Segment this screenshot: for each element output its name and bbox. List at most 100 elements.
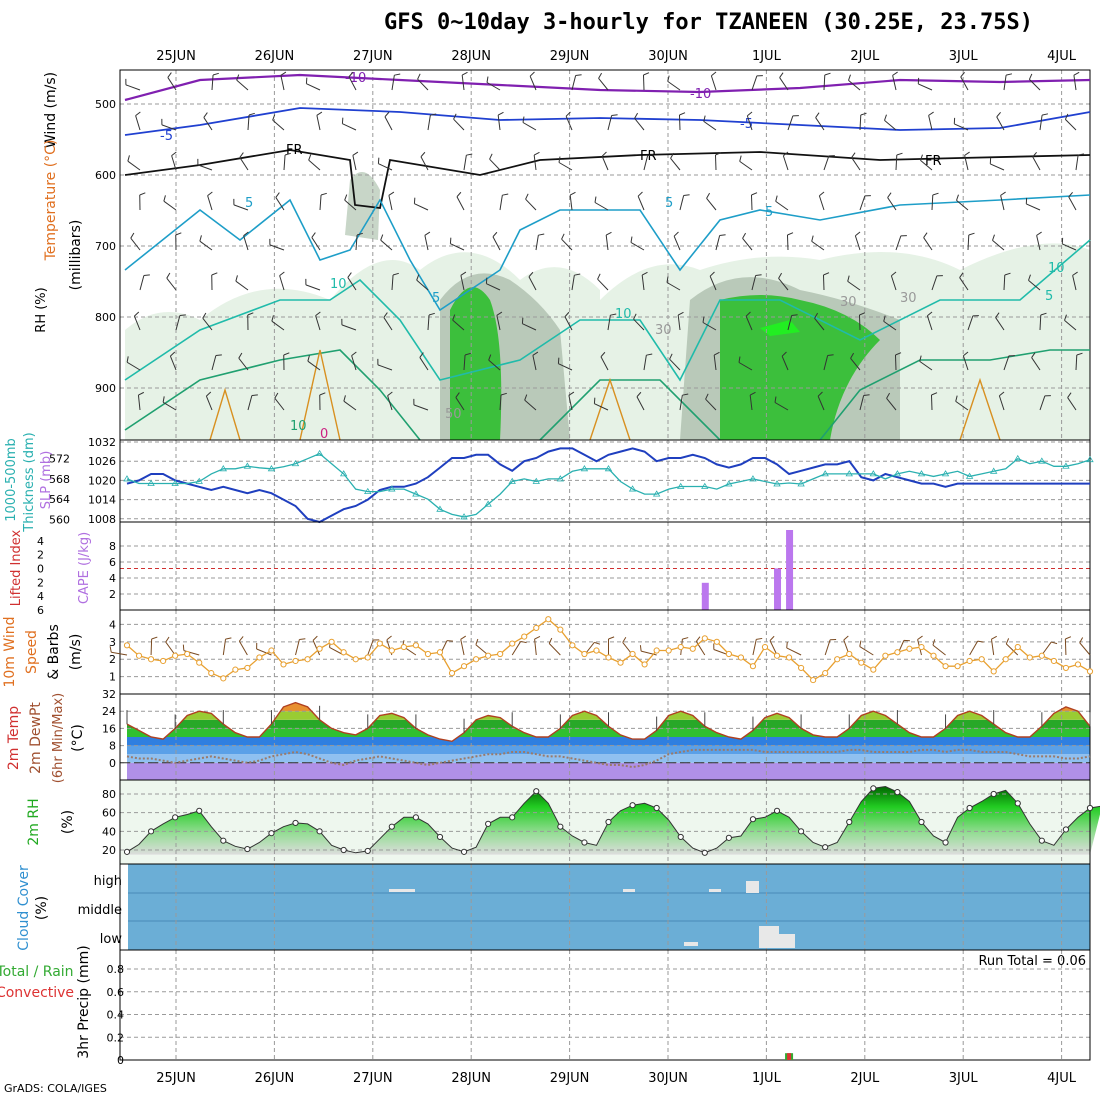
wind-barb [890,275,897,291]
contour-label: 5 [1045,289,1053,304]
wind-barb-flag [891,271,897,277]
wind-barb [751,275,757,291]
wind-barb [1039,395,1046,411]
wind-barb [565,115,573,131]
wind-barb [571,75,577,91]
date-label-bottom: 3JUL [949,1071,979,1086]
wind-barb [271,320,285,331]
date-label-top: 1JUL [752,49,782,64]
rh-point [509,814,516,821]
panel-label: 1000-500mb [4,438,19,522]
slp-frame [119,439,1091,523]
wind-barb [667,80,681,91]
wind-barb [884,119,897,131]
wind-barb-flag [225,637,232,640]
wind-barb-flag [843,635,849,641]
wind-barb-flag [525,193,529,200]
wind-barb-flag [823,272,830,276]
wind-point [930,652,937,659]
wind-point [665,647,672,654]
wind-point [785,654,793,661]
wind-barb [348,76,357,91]
wind-barb [256,648,272,656]
wind-barb [414,203,429,211]
wind-barb-flag [892,71,898,76]
wind-barb [751,75,758,91]
wind-point [1038,652,1045,659]
thickness-point [171,479,179,486]
wind-barb [858,314,861,331]
wind-barb-flag [646,353,653,356]
wind-barb [779,77,789,91]
wind-point [557,626,564,633]
wind-barb [569,195,573,211]
wind-barb [848,79,861,91]
wind-barb-flag [814,312,819,319]
wind-barb [594,202,609,211]
wind-barb [607,115,613,131]
wind-point [352,656,359,663]
wind-barb-flag [755,274,762,276]
y-tick-label: 40 [102,825,116,838]
wind-barb [247,115,250,131]
wind-barb-flag [774,396,777,403]
wind-barb-flag [630,236,633,243]
thickness-point [532,477,540,484]
wind-barb-flag [1077,153,1085,156]
wind-barb [461,75,465,91]
wind-barb [781,355,789,371]
rh-point [533,788,540,795]
wind-barb-flag [271,315,274,322]
wind-barb-flag [747,111,753,117]
wind-barb-flag [565,111,571,117]
wind-barb-flag [428,312,435,316]
wind-barb [859,114,862,131]
wind-barb-flag [347,272,352,278]
wind-point [460,663,468,670]
thickness-point [893,470,902,477]
wind-barb [352,155,357,171]
thickness-point [989,467,998,474]
cape-bar [786,530,794,610]
wind-point [208,670,215,677]
wind-barb [280,75,285,91]
wind-barb-flag [608,636,615,640]
wind-barb [598,78,609,91]
wind-barb-flag [1067,392,1072,398]
contour-label: 5 [765,205,773,220]
wind-barb [673,235,681,251]
wind-barb [1075,354,1078,371]
wind-barb-flag [1040,312,1047,316]
wind-point [509,640,516,647]
rh-point [147,828,155,835]
contour-label: 30 [840,295,857,310]
wind-barb [1067,397,1077,411]
wind-barb [235,280,249,291]
y-tick-label: 600 [95,169,116,182]
temp-band [127,711,1090,720]
thickness-point [484,500,492,507]
wind-barb-flag [959,272,964,278]
wind-barb-flag [212,72,219,76]
wind-barb-flag [787,232,794,236]
thickness-point [339,470,348,477]
wind-barb-flag [138,391,145,396]
wind-barb [315,315,321,331]
wind-barb-flag [1005,638,1010,645]
wind-barb-flag [420,151,426,158]
wind-barb [818,195,825,211]
wind-barb [528,276,537,291]
wind-barb [377,364,393,371]
rh-point [1038,837,1045,844]
wind-barb [272,119,285,131]
wind-barb-flag [424,231,431,236]
wind-barb [355,235,358,251]
wind-barb [1062,243,1077,251]
rh-point [485,820,492,827]
wind-point [340,649,347,656]
wind-barb [742,238,753,251]
wind-barb [738,362,753,371]
wind-barb [928,115,933,131]
rh-shading [450,287,502,440]
